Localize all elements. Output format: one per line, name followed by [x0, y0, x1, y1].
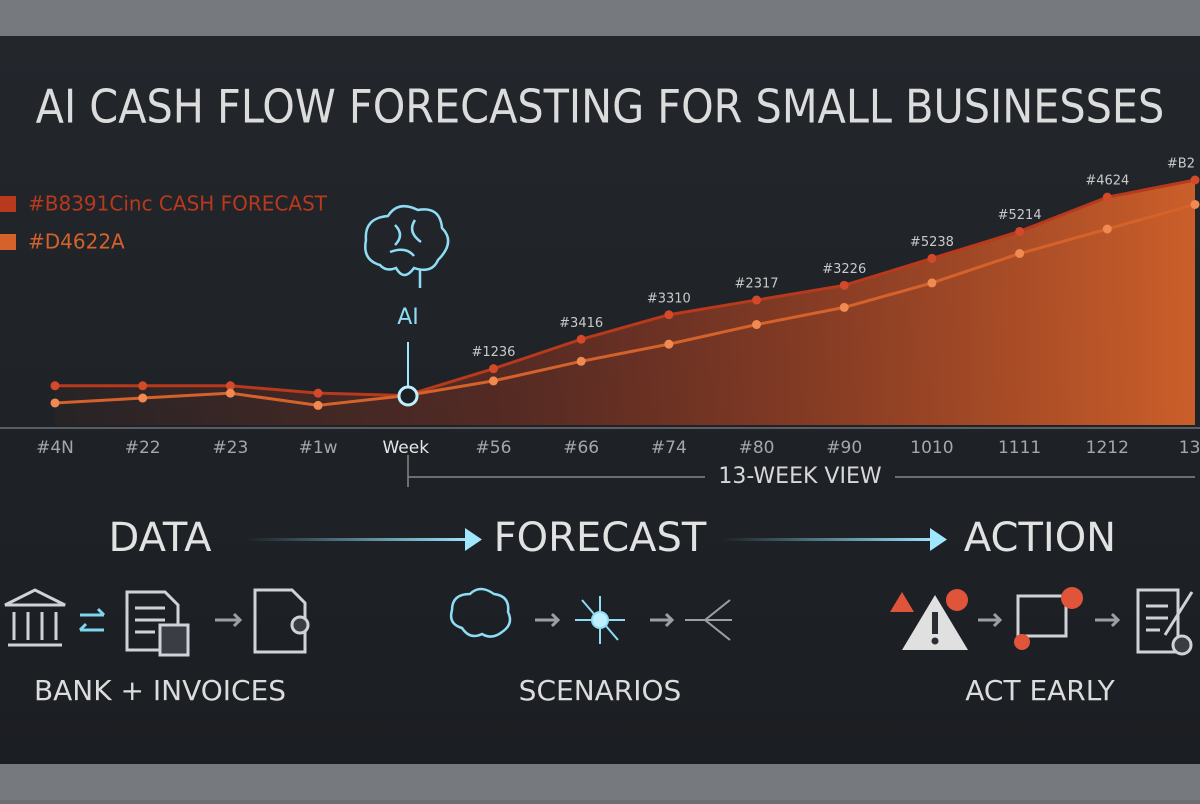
step-arrow	[978, 612, 1003, 628]
brain-small-icon	[449, 587, 512, 638]
bank-icon	[4, 588, 66, 647]
point-label: #3226	[822, 262, 866, 277]
flow-arrow	[245, 528, 482, 551]
data-point	[752, 320, 762, 330]
data-point	[225, 381, 235, 391]
ai-marker	[397, 385, 419, 407]
step-arrow	[535, 612, 561, 628]
point-label: #4624	[1085, 174, 1129, 189]
point-label: #5214	[998, 208, 1042, 223]
data-point	[1102, 224, 1112, 234]
review-icon	[1014, 587, 1083, 650]
point-label: #2317	[735, 277, 779, 292]
checklist-icon	[1136, 588, 1194, 656]
step-arrow	[215, 612, 243, 628]
x-tick-label: 1212	[1086, 438, 1129, 458]
x-tick-label: #80	[739, 438, 775, 458]
chart: #4N #22 #23 #1w Week #56 #66 #74 #80 #90 1010 1111 1…	[0, 157, 1200, 458]
data-point	[839, 280, 849, 290]
data-point	[1102, 192, 1112, 202]
flow-caption: ACT EARLY	[965, 674, 1115, 707]
flow-heading: ACTION	[964, 515, 1116, 561]
data-point	[1190, 175, 1200, 185]
data-point	[664, 339, 674, 349]
point-label: #1236	[471, 345, 515, 360]
x-tick-label: #4N	[36, 438, 74, 458]
data-point	[1015, 226, 1025, 236]
data-point	[313, 388, 323, 398]
series-line	[55, 178, 1196, 398]
legend-label: #D4622A	[28, 230, 125, 254]
flow-heading: DATA	[108, 515, 212, 561]
range-label: 13-WEEK VIEW	[718, 464, 881, 489]
legend-swatch	[0, 234, 16, 250]
x-tick-label: 1111	[998, 438, 1041, 458]
data-point	[138, 381, 148, 391]
legend-label: #B8391Cinc CASH FORECAST	[28, 192, 328, 216]
x-tick-label: #22	[125, 438, 161, 458]
step-arrow	[650, 612, 675, 628]
x-tick-label: Week	[382, 438, 429, 458]
x-tick-label: #23	[212, 438, 248, 458]
bill-icon	[253, 588, 310, 654]
flow-caption: SCENARIOS	[519, 674, 682, 707]
data-point	[50, 381, 60, 391]
data-point	[839, 302, 849, 312]
legend-swatch	[0, 196, 16, 212]
invoice-icon	[125, 590, 190, 657]
data-point	[50, 398, 60, 408]
area	[55, 180, 1195, 425]
data-point	[225, 388, 235, 398]
range-bracket	[407, 455, 1195, 487]
flow-caption: BANK + INVOICES	[34, 674, 286, 707]
data-point	[927, 278, 937, 288]
data-point	[488, 364, 498, 374]
data-point	[488, 376, 498, 386]
flow-heading: FORECAST	[494, 515, 707, 561]
point-label: #B2	[1167, 157, 1195, 172]
series-line	[54, 203, 1196, 407]
title: AI CASH FLOW FORECASTING FOR SMALL BUSIN…	[36, 80, 1165, 134]
point-label: #5238	[910, 235, 954, 250]
data-point	[1015, 249, 1025, 258]
branch-icon	[685, 599, 732, 641]
data-point	[927, 253, 937, 263]
point-label: #3416	[559, 316, 603, 331]
x-tick-label: #74	[651, 438, 687, 458]
warning-icon	[890, 589, 968, 650]
data-point	[664, 310, 674, 320]
swap-icon	[78, 607, 106, 632]
data-point	[138, 393, 148, 403]
x-tick-label: 1010	[910, 438, 953, 458]
ai-label: AI	[397, 305, 419, 330]
data-point	[1190, 200, 1200, 209]
point-label: #3310	[647, 291, 691, 306]
brain-icon	[364, 204, 450, 288]
x-tick-label: #1w	[299, 438, 338, 458]
data-point	[576, 356, 586, 366]
flow-arrow	[720, 528, 947, 551]
x-tick-label: #90	[826, 438, 862, 458]
x-tick-label: #56	[476, 438, 512, 458]
x-tick-label: 131	[1179, 438, 1200, 458]
step-arrow	[1095, 612, 1121, 628]
x-tick-label: #66	[563, 438, 599, 458]
data-point	[313, 400, 323, 410]
data-point	[752, 295, 762, 305]
network-icon	[575, 596, 625, 644]
data-point	[576, 334, 586, 344]
